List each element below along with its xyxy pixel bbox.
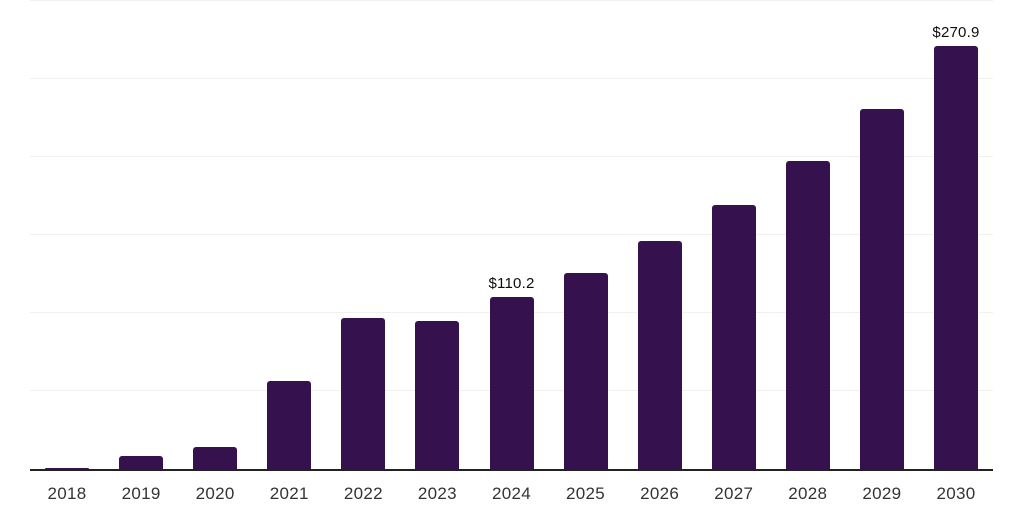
bar-2027 [711,204,756,469]
bar-value-label-2030: $270.9 [932,24,980,42]
gridline-150 [30,234,993,235]
bar-2028 [785,160,830,469]
bar-2026 [637,240,682,469]
gridline-250 [30,78,993,79]
bar-2023 [415,320,460,469]
gridline-300 [30,0,993,1]
plot-area: $110.2 $270.9 [30,0,993,471]
bar-value-label-2024: $110.2 [488,275,535,293]
x-axis-labels: 2018 2019 2020 2021 2022 2023 2024 2025 2026 2027… [30,484,993,506]
x-tick-label-2022: 2022 [343,484,383,503]
x-tick-label-2018: 2018 [47,484,87,503]
bar-2022 [341,318,386,469]
bar-2020 [193,446,238,469]
bar-2030 [933,46,978,469]
x-tick-label-2025: 2025 [566,484,606,503]
x-tick-label-2029: 2029 [862,484,902,503]
bar-2018 [45,468,90,469]
bar-2025 [563,273,608,469]
x-tick-label-2024: 2024 [491,484,532,503]
x-tick-label-2030: 2030 [936,484,976,503]
x-tick-label-2020: 2020 [195,484,235,503]
x-axis-line [30,469,993,471]
x-tick-label-2026: 2026 [640,484,680,503]
x-tick-label-2021: 2021 [269,484,309,503]
gridline-200 [30,156,993,157]
x-tick-label-2027: 2027 [714,484,754,503]
bar-2024 [489,297,534,469]
x-tick-label-2028: 2028 [788,484,828,503]
x-tick-label-2023: 2023 [417,484,457,503]
bar-2021 [267,380,312,469]
x-tick-label-2019: 2019 [121,484,161,503]
bar-2019 [119,455,164,469]
bar-2029 [859,109,904,469]
